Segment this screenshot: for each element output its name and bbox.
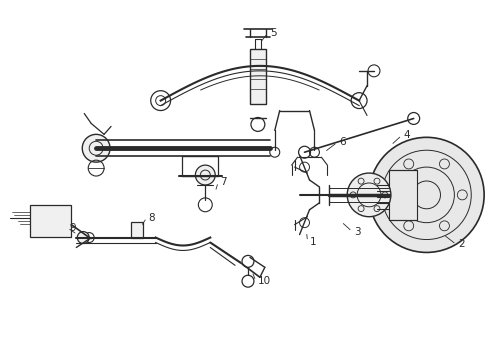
Text: 4: 4 (404, 130, 411, 140)
Bar (250, 49, 266, 104)
Text: 2: 2 (458, 239, 465, 249)
Circle shape (196, 165, 215, 185)
Text: 5: 5 (270, 28, 276, 38)
Bar (131, 222, 143, 238)
Circle shape (77, 231, 89, 243)
Text: 10: 10 (258, 276, 271, 286)
Text: 6: 6 (339, 137, 346, 147)
Text: 1: 1 (310, 237, 316, 247)
Bar (30, 205, 72, 237)
Text: 8: 8 (149, 213, 155, 223)
Circle shape (82, 134, 110, 162)
Circle shape (369, 137, 484, 252)
Bar (389, 170, 416, 220)
Text: 7: 7 (220, 177, 227, 187)
Circle shape (347, 173, 391, 217)
Text: 3: 3 (354, 226, 361, 237)
Text: 9: 9 (70, 222, 76, 233)
